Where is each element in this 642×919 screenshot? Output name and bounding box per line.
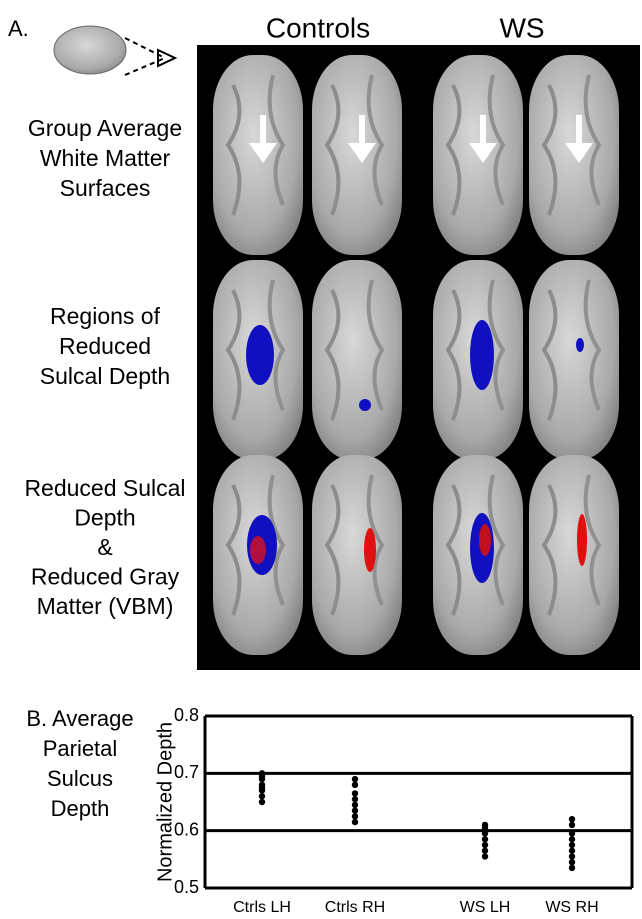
data-point	[259, 799, 265, 805]
data-point	[569, 822, 575, 828]
data-point	[569, 836, 575, 842]
data-point	[482, 848, 488, 854]
data-point	[482, 853, 488, 859]
y-tick-label: 0.6	[174, 819, 199, 839]
column-header: WS	[499, 12, 544, 43]
row-label: Matter (VBM)	[37, 593, 174, 619]
row-label: Reduced Gray	[31, 564, 180, 590]
data-point	[352, 790, 358, 796]
x-tick-label: Ctrls LH	[233, 899, 291, 916]
highlight-region	[359, 399, 371, 411]
x-tick-label: Ctrls RH	[325, 899, 385, 916]
row-label: Group Average	[28, 115, 182, 141]
y-axis-label: Normalized Depth	[154, 722, 176, 882]
data-point	[569, 816, 575, 822]
x-tick-label: WS LH	[460, 899, 511, 916]
row-label: Surfaces	[60, 175, 151, 201]
data-point	[482, 830, 488, 836]
brain-icon	[54, 26, 175, 75]
figure: A. Controls WS Group Average White Matter Sur…	[0, 0, 642, 919]
data-point	[482, 836, 488, 842]
data-point	[352, 813, 358, 819]
data-point	[569, 859, 575, 865]
row-label: &	[97, 534, 112, 560]
panel-label: B. Average	[26, 706, 133, 731]
data-point	[352, 819, 358, 825]
row-label: Sulcal Depth	[40, 363, 170, 389]
data-point	[569, 853, 575, 859]
row-label: Reduced Sulcal	[24, 475, 185, 501]
hemisphere	[312, 260, 402, 460]
row-label: Depth	[74, 505, 135, 531]
data-point	[352, 782, 358, 788]
hemisphere	[529, 455, 619, 655]
highlight-region	[577, 514, 587, 566]
data-point	[352, 802, 358, 808]
highlight-region	[479, 524, 491, 556]
highlight-region	[364, 528, 376, 572]
highlight-region	[576, 338, 584, 352]
highlight-region	[246, 325, 274, 385]
data-point	[259, 776, 265, 782]
data-point	[352, 776, 358, 782]
data-point	[482, 842, 488, 848]
panel-label: Depth	[51, 796, 110, 821]
highlight-region	[470, 320, 494, 390]
data-point	[259, 793, 265, 799]
data-point	[259, 787, 265, 793]
data-point	[569, 865, 575, 871]
data-point	[482, 825, 488, 831]
y-tick-label: 0.5	[174, 877, 199, 897]
hemisphere	[312, 455, 402, 655]
row-label: White Matter	[40, 145, 171, 171]
panel-label: Parietal	[43, 736, 118, 761]
row-label: Regions of	[50, 303, 161, 329]
panel-label: A.	[8, 16, 29, 41]
data-point	[352, 807, 358, 813]
data-point	[569, 848, 575, 854]
data-point	[569, 830, 575, 836]
row-label: Reduced	[59, 333, 151, 359]
y-tick-label: 0.8	[174, 705, 199, 725]
y-tick-label: 0.7	[174, 762, 199, 782]
hemisphere	[529, 260, 619, 460]
data-point	[352, 796, 358, 802]
panel-label: Sulcus	[47, 766, 113, 791]
x-tick-label: WS RH	[545, 899, 598, 916]
highlight-region	[250, 536, 266, 564]
data-point	[569, 842, 575, 848]
column-header: Controls	[266, 12, 370, 43]
